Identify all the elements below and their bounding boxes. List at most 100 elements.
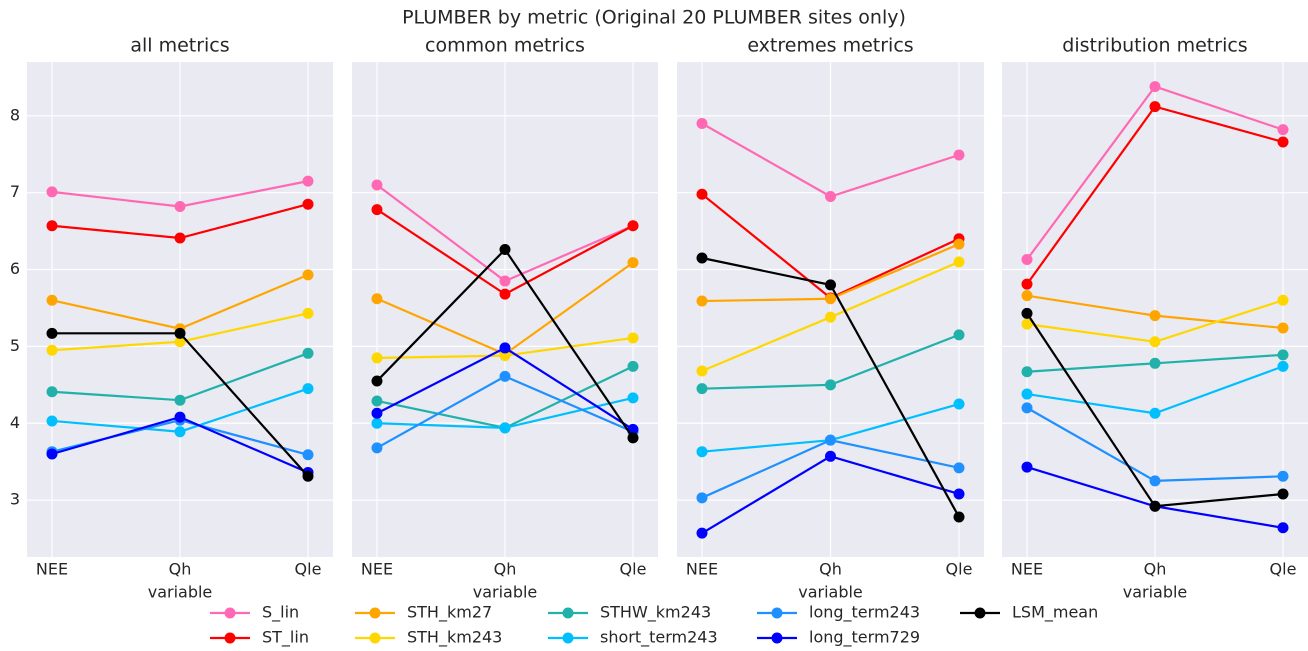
point <box>1149 407 1161 419</box>
x-axis-label: variable <box>148 583 213 602</box>
point <box>1149 500 1161 512</box>
point <box>627 332 639 344</box>
point <box>627 432 639 444</box>
y-tick-label: 8 <box>10 105 20 124</box>
point <box>627 257 639 269</box>
x-tick-label: Qh <box>494 560 517 579</box>
point <box>696 295 708 307</box>
point <box>1277 349 1289 361</box>
point <box>302 449 314 461</box>
point <box>1021 461 1033 473</box>
point <box>1277 522 1289 534</box>
point <box>825 434 836 446</box>
point <box>174 426 186 438</box>
point <box>499 370 511 382</box>
point <box>302 347 314 359</box>
point <box>1149 357 1161 369</box>
point <box>953 256 965 268</box>
point <box>825 279 836 291</box>
x-axis-label: variable <box>798 583 863 602</box>
point <box>302 307 314 319</box>
panel-title: extremes metrics <box>747 35 913 57</box>
point <box>371 407 383 419</box>
point <box>46 186 58 198</box>
point <box>174 327 186 339</box>
x-tick-label: NEE <box>686 560 718 579</box>
point <box>825 311 836 323</box>
point <box>1021 388 1033 400</box>
point <box>953 398 965 410</box>
point <box>627 220 639 232</box>
point <box>825 450 836 462</box>
x-tick-label: Qh <box>1144 560 1167 579</box>
point <box>174 201 186 213</box>
point <box>371 179 383 191</box>
point <box>953 238 965 250</box>
point <box>499 275 511 287</box>
point <box>1021 307 1033 319</box>
point <box>1021 290 1033 302</box>
point <box>953 329 965 341</box>
y-tick-label: 5 <box>10 336 20 355</box>
x-tick-label: Qle <box>295 560 322 579</box>
x-tick-label: NEE <box>1011 560 1043 579</box>
x-tick-label: Qle <box>946 560 973 579</box>
point <box>1021 278 1033 290</box>
point <box>1149 310 1161 322</box>
legend-marker <box>562 607 574 619</box>
point <box>696 446 708 458</box>
point <box>696 252 708 264</box>
x-tick-label: NEE <box>361 560 393 579</box>
y-tick-label: 3 <box>10 490 20 509</box>
point <box>46 344 58 356</box>
panel-title: all metrics <box>130 35 229 57</box>
x-tick-label: Qle <box>620 560 647 579</box>
point <box>627 360 639 372</box>
point <box>696 365 708 377</box>
legend-marker <box>369 607 381 619</box>
point <box>371 352 383 364</box>
panel <box>677 62 984 557</box>
point <box>1277 294 1289 306</box>
point <box>1277 488 1289 500</box>
legend-marker <box>224 607 236 619</box>
point <box>302 198 314 210</box>
legend-marker <box>771 632 783 644</box>
point <box>1149 475 1161 487</box>
point <box>696 117 708 129</box>
legend-marker <box>771 607 783 619</box>
point <box>953 149 965 161</box>
point <box>371 442 383 454</box>
point <box>371 395 383 407</box>
point <box>1277 360 1289 372</box>
panel-title: common metrics <box>425 35 585 57</box>
point <box>371 375 383 387</box>
point <box>696 492 708 504</box>
point <box>46 415 58 427</box>
point <box>499 350 511 362</box>
legend-label: LSM_mean <box>1012 603 1098 623</box>
legend-marker <box>224 632 236 644</box>
legend-label: STH_km27 <box>407 603 492 623</box>
point <box>371 204 383 216</box>
point <box>1021 254 1033 266</box>
x-axis-label: variable <box>1123 583 1188 602</box>
x-tick-label: Qh <box>819 560 842 579</box>
point <box>174 336 186 348</box>
point <box>1149 81 1161 93</box>
point <box>46 327 58 339</box>
point <box>302 175 314 187</box>
legend-label: long_term243 <box>809 603 920 623</box>
point <box>371 293 383 305</box>
point <box>46 386 58 398</box>
legend-marker <box>369 632 381 644</box>
point <box>1149 336 1161 348</box>
point <box>696 527 708 539</box>
point <box>696 383 708 395</box>
y-tick-label: 4 <box>10 413 20 432</box>
point <box>1277 136 1289 148</box>
point <box>1277 470 1289 482</box>
point <box>1277 124 1289 136</box>
point <box>499 422 511 434</box>
